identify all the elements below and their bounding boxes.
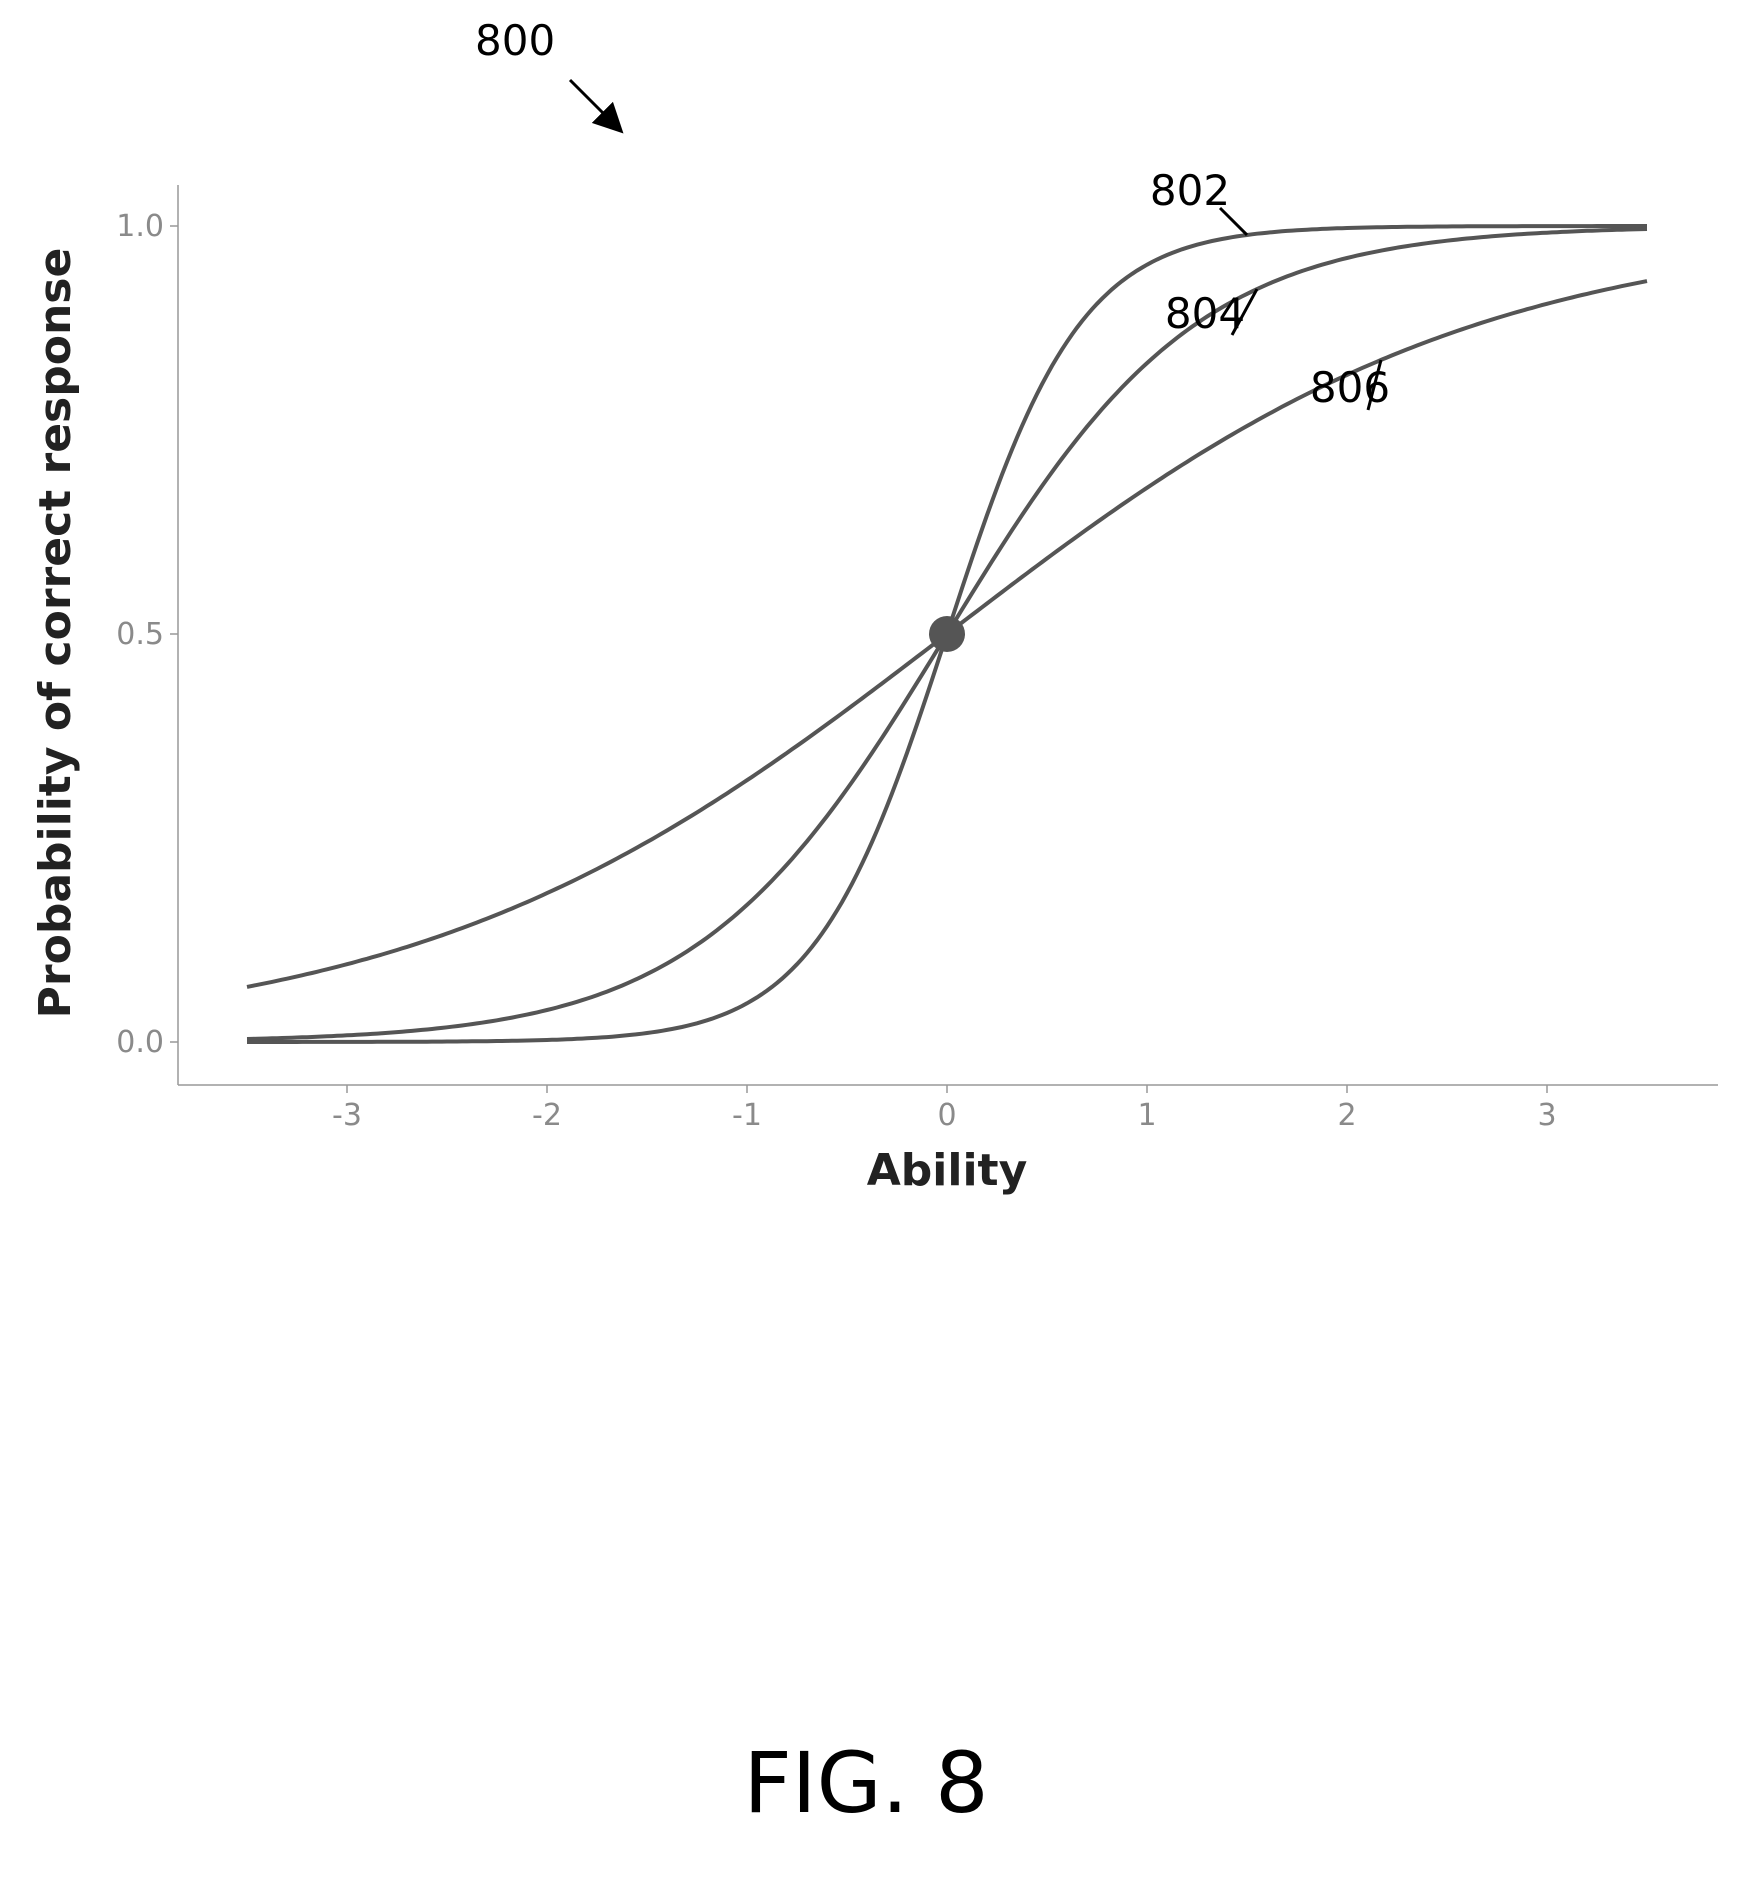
- y-axis-title: Probability of correct response: [30, 248, 81, 1019]
- x-tick-label: -3: [332, 1098, 362, 1133]
- leader-line-802: [1218, 206, 1249, 237]
- leader-line-806: [1366, 359, 1383, 411]
- figure-caption: FIG. 8: [743, 1734, 988, 1832]
- x-axis-title: Ability: [867, 1145, 1028, 1196]
- leader-line-804: [1230, 288, 1259, 336]
- y-tick-label: 0.5: [116, 617, 164, 652]
- curve-label-804: 804: [1165, 289, 1245, 338]
- y-axis-ticks: 0.0 0.5 1.0: [116, 209, 178, 1060]
- y-tick-label: 1.0: [116, 209, 164, 244]
- x-tick-label: -2: [532, 1098, 562, 1133]
- x-tick-label: 0: [937, 1098, 956, 1133]
- x-tick-label: 1: [1137, 1098, 1156, 1133]
- x-tick-label: 3: [1537, 1098, 1556, 1133]
- x-tick-label: 2: [1337, 1098, 1356, 1133]
- x-tick-label: -1: [732, 1098, 762, 1133]
- figure-ref-number: 800: [475, 16, 555, 65]
- y-tick-label: 0.0: [116, 1025, 164, 1060]
- intersection-point: [929, 616, 965, 652]
- figure-ref-arrow: [568, 78, 624, 134]
- x-axis-ticks: -3 -2 -1 0 1 2 3: [332, 1085, 1557, 1133]
- curve-label-802: 802: [1150, 166, 1230, 215]
